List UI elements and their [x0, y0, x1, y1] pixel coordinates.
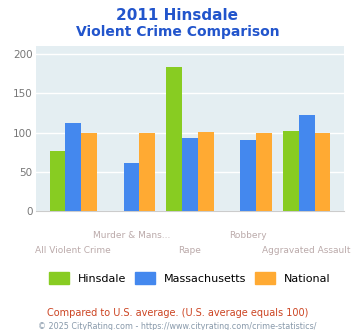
Text: Rape: Rape: [179, 246, 201, 255]
Text: Compared to U.S. average. (U.S. average equals 100): Compared to U.S. average. (U.S. average …: [47, 308, 308, 317]
Text: 2011 Hinsdale: 2011 Hinsdale: [116, 8, 239, 23]
Text: Aggravated Assault: Aggravated Assault: [262, 246, 351, 255]
Bar: [140, 133, 155, 211]
Text: Robbery: Robbery: [229, 231, 267, 240]
Text: Violent Crime Comparison: Violent Crime Comparison: [76, 25, 279, 39]
Bar: [299, 115, 315, 211]
Text: Murder & Mans...: Murder & Mans...: [93, 231, 170, 240]
Legend: Hinsdale, Massachusetts, National: Hinsdale, Massachusetts, National: [45, 268, 335, 288]
Bar: [81, 133, 97, 211]
Bar: [124, 163, 140, 211]
Bar: [65, 123, 81, 211]
Bar: [240, 140, 256, 211]
Bar: [50, 151, 65, 211]
Bar: [256, 133, 272, 211]
Bar: [182, 138, 198, 211]
Text: © 2025 CityRating.com - https://www.cityrating.com/crime-statistics/: © 2025 CityRating.com - https://www.city…: [38, 322, 317, 330]
Bar: [283, 131, 299, 211]
Bar: [315, 133, 330, 211]
Bar: [166, 67, 182, 211]
Text: All Violent Crime: All Violent Crime: [35, 246, 111, 255]
Bar: [198, 132, 214, 211]
